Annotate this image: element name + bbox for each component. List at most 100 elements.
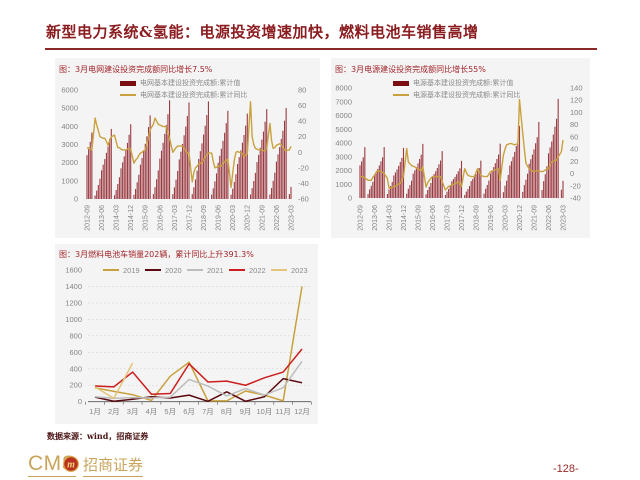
bar: [527, 173, 529, 198]
legend-label: 2020: [165, 265, 182, 275]
line-series-2021: [94, 360, 303, 400]
x-axis-label: 2017-03: [172, 205, 179, 231]
bar: [390, 185, 392, 198]
y-axis-left: 0 1000 2000 3000 4000 5000 6000: [61, 86, 78, 204]
y-axis-right: -40 -20 0 20 40 60 80 100 120 140: [570, 84, 583, 203]
line-series: [360, 98, 564, 191]
bar: [383, 147, 385, 199]
x-axis-label: 1月: [89, 407, 101, 416]
page-number: -128-: [553, 463, 579, 475]
line-series-2019: [94, 286, 303, 402]
bar: [169, 100, 171, 199]
bar: [162, 142, 164, 199]
bar: [533, 149, 535, 198]
bar: [224, 132, 226, 199]
y-axis-left-label: 7000: [335, 97, 352, 106]
bar: [201, 143, 203, 199]
bar: [361, 161, 363, 198]
y-axis: 0 200 400 600 800 1000 1200 1400 1600: [65, 266, 82, 407]
legend-label: 电源基本建设投资完成额:累计值: [413, 79, 514, 87]
bar: [543, 181, 545, 198]
y-axis-left-label: 2000: [335, 166, 352, 175]
bar: [396, 169, 398, 198]
legend-label: 2021: [207, 265, 224, 275]
bar: [290, 186, 292, 199]
page-title: 新型电力系统&氢能：电源投资增速加快，燃料电池车销售高增: [46, 23, 479, 41]
bar: [485, 188, 487, 198]
legend-label: 2019: [123, 265, 140, 275]
bar: [141, 158, 143, 199]
bar: [264, 121, 266, 199]
y-axis-right-label: 60: [570, 132, 578, 141]
bar: [214, 181, 216, 199]
bar: [359, 165, 361, 198]
bar: [456, 174, 458, 198]
title-divider: [45, 48, 597, 50]
bar: [473, 176, 475, 198]
gridlines: [88, 286, 311, 386]
chart-title: 图：3月电源建设投资完成额同比增长55%: [335, 65, 486, 74]
bar: [489, 173, 492, 198]
bar: [417, 163, 419, 198]
bar: [191, 194, 193, 199]
bar: [212, 188, 214, 199]
bar: [515, 146, 517, 198]
y-axis-right-label: 120: [570, 96, 583, 105]
bar: [431, 176, 434, 198]
bar: [470, 181, 472, 198]
data-source-note: 数据来源：wind，招商证券: [47, 431, 149, 441]
bar: [460, 160, 463, 199]
bar: [510, 161, 512, 198]
y-axis-left-label: 0: [348, 194, 352, 203]
x-axis-label: 2020-12: [517, 205, 524, 231]
bar: [285, 107, 287, 199]
x-axis-label: 2018-09: [201, 205, 208, 231]
bar: [441, 151, 443, 198]
bar: [266, 109, 268, 199]
legend-bar-swatch-icon: [393, 80, 409, 86]
y-axis-right-label: -40: [570, 194, 581, 203]
bar: [271, 188, 273, 199]
bar: [211, 194, 213, 199]
bar: [446, 191, 448, 198]
x-axis: 2012-09 2013-06 2014-03 2014-12 2015-09 2016-…: [357, 205, 567, 231]
bar: [362, 157, 364, 198]
bar: [412, 173, 414, 198]
bar: [225, 123, 227, 199]
bar: [130, 124, 132, 199]
bar: [88, 149, 90, 199]
chart-power-source-investment-plot: 010002000300040005000600070008000-40-200…: [335, 84, 583, 231]
y-axis-right: -60 -40 -20 0 20 40 60 80: [298, 86, 309, 204]
bar: [394, 172, 396, 198]
bar-series: [86, 100, 292, 199]
y-axis-left-label: 6000: [61, 86, 78, 95]
bar: [364, 147, 366, 199]
bar: [494, 163, 496, 198]
bar: [507, 174, 509, 198]
bar: [101, 170, 103, 199]
bar: [185, 126, 187, 199]
x-axis-label: 2020-12: [245, 205, 252, 231]
chart-fuel-cell-vehicle-sales: 0 200 400 600 800 1000 1200 1400 1600 1月 2月 3月 4月 5月 6…: [55, 244, 318, 424]
bar: [261, 139, 263, 199]
bar: [514, 151, 516, 198]
bar: [109, 138, 111, 199]
bar: [91, 132, 93, 199]
bar: [180, 151, 182, 199]
bar: [186, 115, 188, 199]
bar: [175, 179, 177, 199]
bar: [283, 120, 286, 199]
x-axis-label: 7月: [202, 407, 214, 416]
y-axis-label: 1000: [65, 315, 82, 324]
bar: [477, 171, 479, 198]
x-axis: 2012-09 2013-06 2014-03 2014-12 2015-09 2016-…: [84, 205, 295, 231]
bar: [493, 167, 495, 198]
bar: [411, 180, 413, 198]
bar: [454, 176, 456, 198]
x-axis-label: 11月: [276, 407, 291, 416]
bar: [113, 195, 116, 199]
y-axis-right-label: 20: [298, 132, 306, 141]
bar: [167, 114, 169, 199]
bar: [523, 185, 525, 198]
bar: [525, 179, 527, 198]
